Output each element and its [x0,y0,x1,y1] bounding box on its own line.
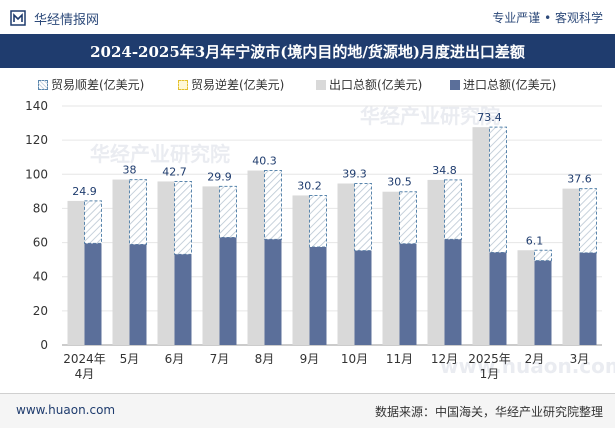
import-bar [489,252,507,345]
x-tick-label: 2月 [525,352,545,366]
surplus-data-label: 6.1 [526,234,544,247]
x-tick-label: 3月 [570,352,590,366]
surplus-bar [264,170,282,240]
x-tick-label: 8月 [255,352,275,366]
footer: www.huaon.com 数据来源：中国海关，华经产业研究院整理 [0,393,615,428]
export-bar [472,127,490,345]
legend-item-deficit: 贸易逆差(亿美元) [178,76,284,93]
top-bar: 华经情报网 专业严谨 • 客观科学 [0,0,615,34]
slogan: 专业严谨 • 客观科学 [492,11,603,25]
y-tick-label: 80 [33,201,48,215]
import-bar [219,237,237,345]
surplus-bar [129,179,147,245]
legend-item-import: 进口总额(亿美元) [450,76,556,93]
surplus-bar [354,183,372,252]
watermark-text: 华经产业研究院 [360,104,500,128]
x-tick-label: 2024年 [63,352,106,366]
surplus-data-label: 24.9 [72,185,97,198]
x-tick-label: 11月 [386,352,413,366]
surplus-bar [489,126,507,253]
surplus-bar [399,191,417,245]
y-tick-label: 60 [33,236,48,250]
watermark-url: www.huaon.com [440,354,615,378]
x-tick-label: 6月 [165,352,185,366]
legend: 贸易顺差(亿美元) 贸易逆差(亿美元) 出口总额(亿美元) 进口总额(亿美元) [38,76,608,94]
surplus-data-label: 39.3 [342,168,367,181]
y-tick-label: 20 [33,304,48,318]
legend-label-surplus: 贸易顺差(亿美元) [51,78,145,92]
y-tick-label: 100 [25,167,48,181]
x-tick-label: 2025年 [468,352,511,366]
x-tick-label: 10月 [341,352,368,366]
export-bar [247,170,265,345]
legend-swatch-surplus [38,80,48,90]
surplus-data-label: 73.4 [477,111,502,124]
brand-name: 华经情报网 [34,13,100,28]
surplus-bar [309,194,327,248]
x-tick-label: 9月 [300,352,320,366]
legend-label-deficit: 贸易逆差(亿美元) [191,78,285,92]
export-bar [562,188,580,345]
export-bar [112,179,130,345]
surplus-data-label: 40.3 [252,155,277,168]
x-tick-label: 1月 [480,367,500,381]
export-bar [517,250,535,345]
y-tick-label: 120 [25,133,48,147]
logo-icon [10,10,26,26]
legend-swatch-export [316,80,326,90]
legend-item-export: 出口总额(亿美元) [316,76,422,93]
export-bar [427,179,445,345]
x-tick-label: 5月 [120,352,140,366]
footer-source: 数据来源：中国海关，华经产业研究院整理 [374,405,603,419]
surplus-data-label: 34.8 [432,164,457,177]
surplus-bar [219,185,237,238]
legend-label-export: 出口总额(亿美元) [329,78,423,92]
surplus-data-label: 30.2 [297,179,322,192]
surplus-data-label: 38 [123,164,137,177]
export-bar [67,200,85,345]
import-bar [579,252,597,345]
surplus-bar [444,179,462,240]
surplus-bar [174,180,192,255]
surplus-bar [534,249,552,262]
y-tick-label: 140 [25,99,48,113]
y-tick-label: 40 [33,270,48,284]
x-tick-label: 4月 [75,367,95,381]
import-bar [174,254,192,345]
surplus-data-label: 42.7 [162,165,187,178]
legend-swatch-import [450,80,460,90]
export-bar [157,181,175,345]
import-bar [444,239,462,345]
footer-website: www.huaon.com [16,403,116,417]
export-bar [292,195,310,345]
surplus-bar [84,200,102,244]
surplus-data-label: 30.5 [387,176,412,189]
y-tick-label: 0 [40,338,48,352]
export-bar [382,191,400,345]
chart-area: 0 20 40 60 80 100 120 140 24.9 38 42.7 29.9 40.3 30.… [25,99,602,381]
x-tick-label: 7月 [210,352,230,366]
chart-title: 2024-2025年3月年宁波市(境内目的地/货源地)月度进出口差额 [90,43,525,61]
import-bar [534,260,552,345]
import-bar [84,243,102,345]
x-tick-label: 12月 [431,352,458,366]
surplus-data-label: 37.6 [567,173,592,186]
watermark-text: 华经产业研究院 [90,142,230,166]
legend-swatch-deficit [178,80,188,90]
import-bar [354,250,372,345]
import-bar [129,244,147,345]
legend-label-import: 进口总额(亿美元) [463,78,557,92]
legend-item-surplus: 贸易顺差(亿美元) [38,76,144,93]
import-bar [309,247,327,345]
title-bar: 2024-2025年3月年宁波市(境内目的地/货源地)月度进出口差额 [0,34,615,68]
export-bar [202,186,220,345]
surplus-data-label: 29.9 [207,170,232,183]
import-bar [264,239,282,345]
export-bar [337,183,355,345]
import-bar [399,243,417,345]
surplus-bar [579,188,597,254]
